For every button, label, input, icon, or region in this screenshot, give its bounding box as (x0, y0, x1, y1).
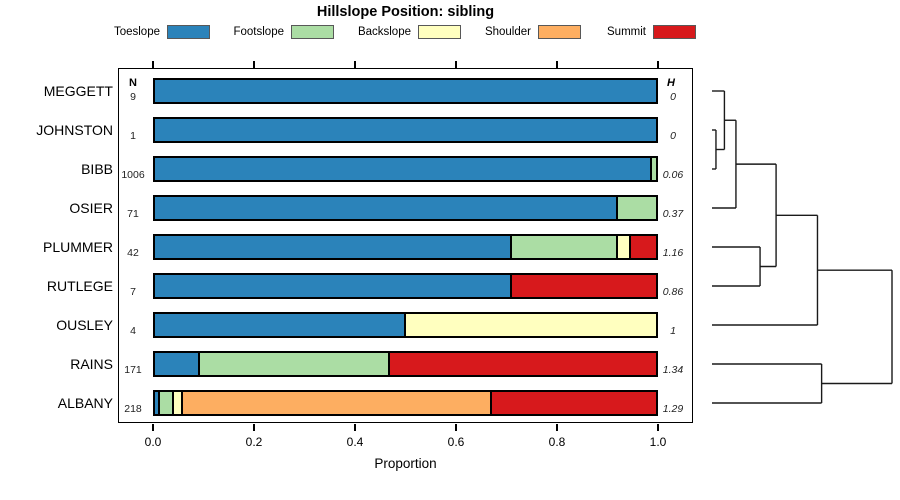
chart-title: Hillslope Position: sibling (316, 4, 495, 20)
h-value: 0 (670, 130, 676, 142)
row-label-meggett: MEGGETT (43, 83, 113, 99)
legend-label-summit: Summit (607, 26, 646, 38)
axis-tick-label: 0.8 (548, 435, 566, 449)
axis-tick-label: 0.4 (346, 435, 364, 449)
n-column-header: N (129, 77, 137, 89)
axis-tick-bottom (657, 424, 659, 431)
bar-segment-toeslope (153, 312, 406, 338)
axis-tick-top (354, 61, 356, 68)
row-label-johnston: JOHNSTON (36, 122, 113, 138)
legend-label-shoulder: Shoulder (484, 26, 531, 38)
axis-tick-label: 0.6 (447, 435, 465, 449)
axis-tick-top (556, 61, 558, 68)
legend-swatch-backslope (418, 25, 461, 39)
h-value: 0.37 (662, 208, 684, 220)
h-value: 1.29 (662, 403, 684, 415)
bar-rutlege (153, 273, 658, 299)
plot-frame (118, 68, 693, 423)
h-column-header: H (667, 77, 675, 89)
bar-segment-summit (628, 234, 658, 260)
bar-segment-toeslope (153, 117, 658, 143)
axis-tick-label: 0.0 (144, 435, 162, 449)
bar-segment-footslope (649, 156, 658, 182)
bar-meggett (153, 78, 658, 104)
legend-swatch-footslope (291, 25, 334, 39)
axis-tick-bottom (556, 424, 558, 431)
bar-johnston (153, 117, 658, 143)
n-value: 4 (130, 325, 136, 337)
bar-segment-toeslope (153, 351, 201, 377)
row-label-rutlege: RUTLEGE (46, 278, 113, 294)
x-axis-label: Proportion (374, 456, 437, 471)
h-value: 1 (670, 325, 676, 337)
n-value: 1 (130, 130, 136, 142)
n-value: 9 (130, 91, 136, 103)
axis-tick-label: 0.2 (245, 435, 263, 449)
axis-tick-bottom (253, 424, 255, 431)
bar-plummer (153, 234, 658, 260)
bar-segment-footslope (615, 195, 658, 221)
bar-albany (153, 390, 658, 416)
n-value: 71 (127, 208, 139, 220)
bar-segment-summit (509, 273, 658, 299)
axis-tick-label: 1.0 (649, 435, 667, 449)
n-value: 42 (127, 247, 139, 259)
axis-tick-top (253, 61, 255, 68)
legend-swatch-toeslope (167, 25, 210, 39)
bar-segment-toeslope (153, 78, 658, 104)
bar-osier (153, 195, 658, 221)
bar-segment-toeslope (153, 234, 512, 260)
n-value: 218 (124, 403, 142, 415)
h-value: 1.16 (662, 247, 684, 259)
axis-tick-bottom (354, 424, 356, 431)
row-label-rains: RAINS (70, 356, 113, 372)
bar-segment-backslope (403, 312, 658, 338)
axis-tick-bottom (455, 424, 457, 431)
legend-label-toeslope: Toeslope (113, 26, 160, 38)
axis-tick-top (657, 61, 659, 68)
bar-segment-toeslope (153, 273, 512, 299)
row-label-ousley: OUSLEY (56, 317, 113, 333)
legend-label-footslope: Footslope (233, 26, 284, 38)
bar-segment-summit (489, 390, 658, 416)
axis-tick-top (455, 61, 457, 68)
bar-ousley (153, 312, 658, 338)
n-value: 7 (130, 286, 136, 298)
legend-swatch-shoulder (538, 25, 581, 39)
bar-bibb (153, 156, 658, 182)
axis-tick-top (152, 61, 154, 68)
n-value: 1006 (121, 169, 145, 181)
h-value: 1.34 (662, 364, 684, 376)
bar-segment-footslope (509, 234, 618, 260)
row-label-osier: OSIER (69, 200, 113, 216)
n-value: 171 (124, 364, 142, 376)
h-value: 0.86 (662, 286, 684, 298)
row-label-bibb: BIBB (81, 161, 113, 177)
h-value: 0 (670, 91, 676, 103)
bar-segment-footslope (198, 351, 390, 377)
bar-segment-summit (387, 351, 658, 377)
bar-segment-shoulder (181, 390, 492, 416)
h-value: 0.06 (662, 169, 684, 181)
bar-segment-toeslope (153, 156, 652, 182)
legend-swatch-summit (653, 25, 696, 39)
bar-segment-toeslope (153, 195, 618, 221)
axis-tick-bottom (152, 424, 154, 431)
bar-rains (153, 351, 658, 377)
row-label-albany: ALBANY (57, 395, 113, 411)
legend-label-backslope: Backslope (357, 26, 411, 38)
row-label-plummer: PLUMMER (42, 239, 113, 255)
